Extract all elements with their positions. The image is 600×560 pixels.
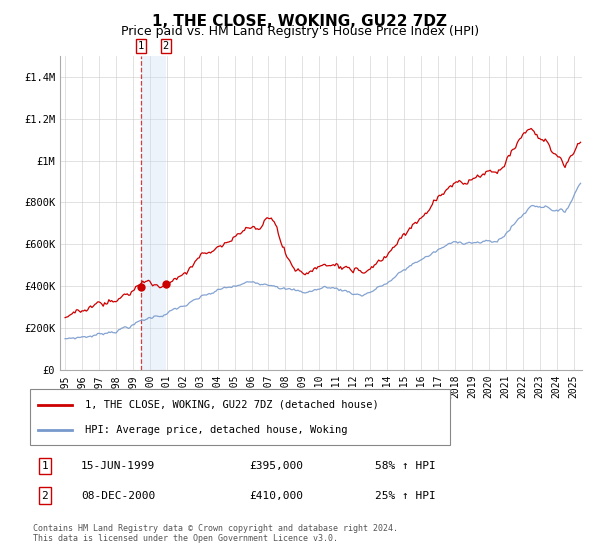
Text: 58% ↑ HPI: 58% ↑ HPI: [375, 461, 436, 471]
Text: 1, THE CLOSE, WOKING, GU22 7DZ: 1, THE CLOSE, WOKING, GU22 7DZ: [152, 14, 448, 29]
FancyBboxPatch shape: [30, 389, 450, 445]
Text: 1: 1: [41, 461, 49, 471]
Text: 1, THE CLOSE, WOKING, GU22 7DZ (detached house): 1, THE CLOSE, WOKING, GU22 7DZ (detached…: [85, 400, 379, 410]
Text: 25% ↑ HPI: 25% ↑ HPI: [375, 491, 436, 501]
Bar: [140, 56, 166, 370]
Text: 15-JUN-1999: 15-JUN-1999: [81, 461, 155, 471]
Text: HPI: Average price, detached house, Woking: HPI: Average price, detached house, Woki…: [85, 424, 347, 435]
Text: 2: 2: [163, 41, 169, 51]
Text: 2: 2: [41, 491, 49, 501]
Text: 08-DEC-2000: 08-DEC-2000: [81, 491, 155, 501]
Text: £410,000: £410,000: [249, 491, 303, 501]
Text: Contains HM Land Registry data © Crown copyright and database right 2024.
This d: Contains HM Land Registry data © Crown c…: [33, 524, 398, 543]
Text: £395,000: £395,000: [249, 461, 303, 471]
Text: Price paid vs. HM Land Registry's House Price Index (HPI): Price paid vs. HM Land Registry's House …: [121, 25, 479, 38]
Text: 1: 1: [137, 41, 144, 51]
